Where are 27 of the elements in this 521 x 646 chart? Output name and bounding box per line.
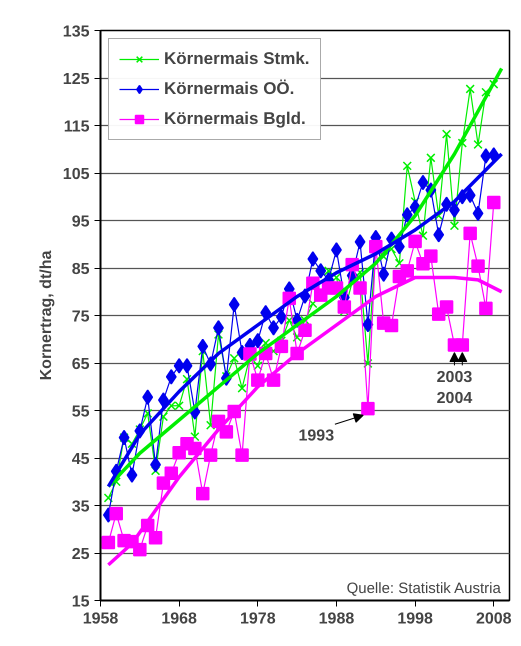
y-tick-label: 85 <box>72 261 90 278</box>
x-tick-label: 2008 <box>476 610 512 628</box>
y-tick-label: 105 <box>62 166 90 183</box>
y-tick-label: 95 <box>72 214 90 230</box>
legend-label: Körnermais Stmk. <box>164 49 310 69</box>
x-tick-label: 1968 <box>161 610 198 628</box>
y-tick-label: 135 <box>62 24 90 40</box>
annotation: 2004 <box>436 390 472 408</box>
x-tick-label: 1978 <box>240 610 276 628</box>
y-tick-label: 15 <box>72 594 90 610</box>
legend-label: Körnermais Bgld. <box>164 109 306 129</box>
y-tick-label: 35 <box>72 498 90 516</box>
y-axis-title: Kornertrag, dt/ha <box>38 250 55 380</box>
legend-label: Körnermais OÖ. <box>164 79 294 99</box>
y-tick-label: 75 <box>72 308 90 326</box>
annotation: Quelle: Statistik Austria <box>346 580 502 598</box>
x-tick-label: 1958 <box>82 610 118 628</box>
x-tick-label: 1988 <box>318 610 354 628</box>
annotation: 1993 <box>298 428 334 445</box>
y-tick-label: 45 <box>72 451 90 468</box>
y-tick-label: 115 <box>64 118 90 136</box>
annotation: 2003 <box>436 368 472 386</box>
y-tick-label: 55 <box>72 404 90 420</box>
x-tick-label: 1998 <box>397 610 434 628</box>
y-tick-label: 65 <box>72 356 90 373</box>
y-tick-label: 125 <box>62 71 90 88</box>
y-tick-label: 25 <box>72 546 90 563</box>
